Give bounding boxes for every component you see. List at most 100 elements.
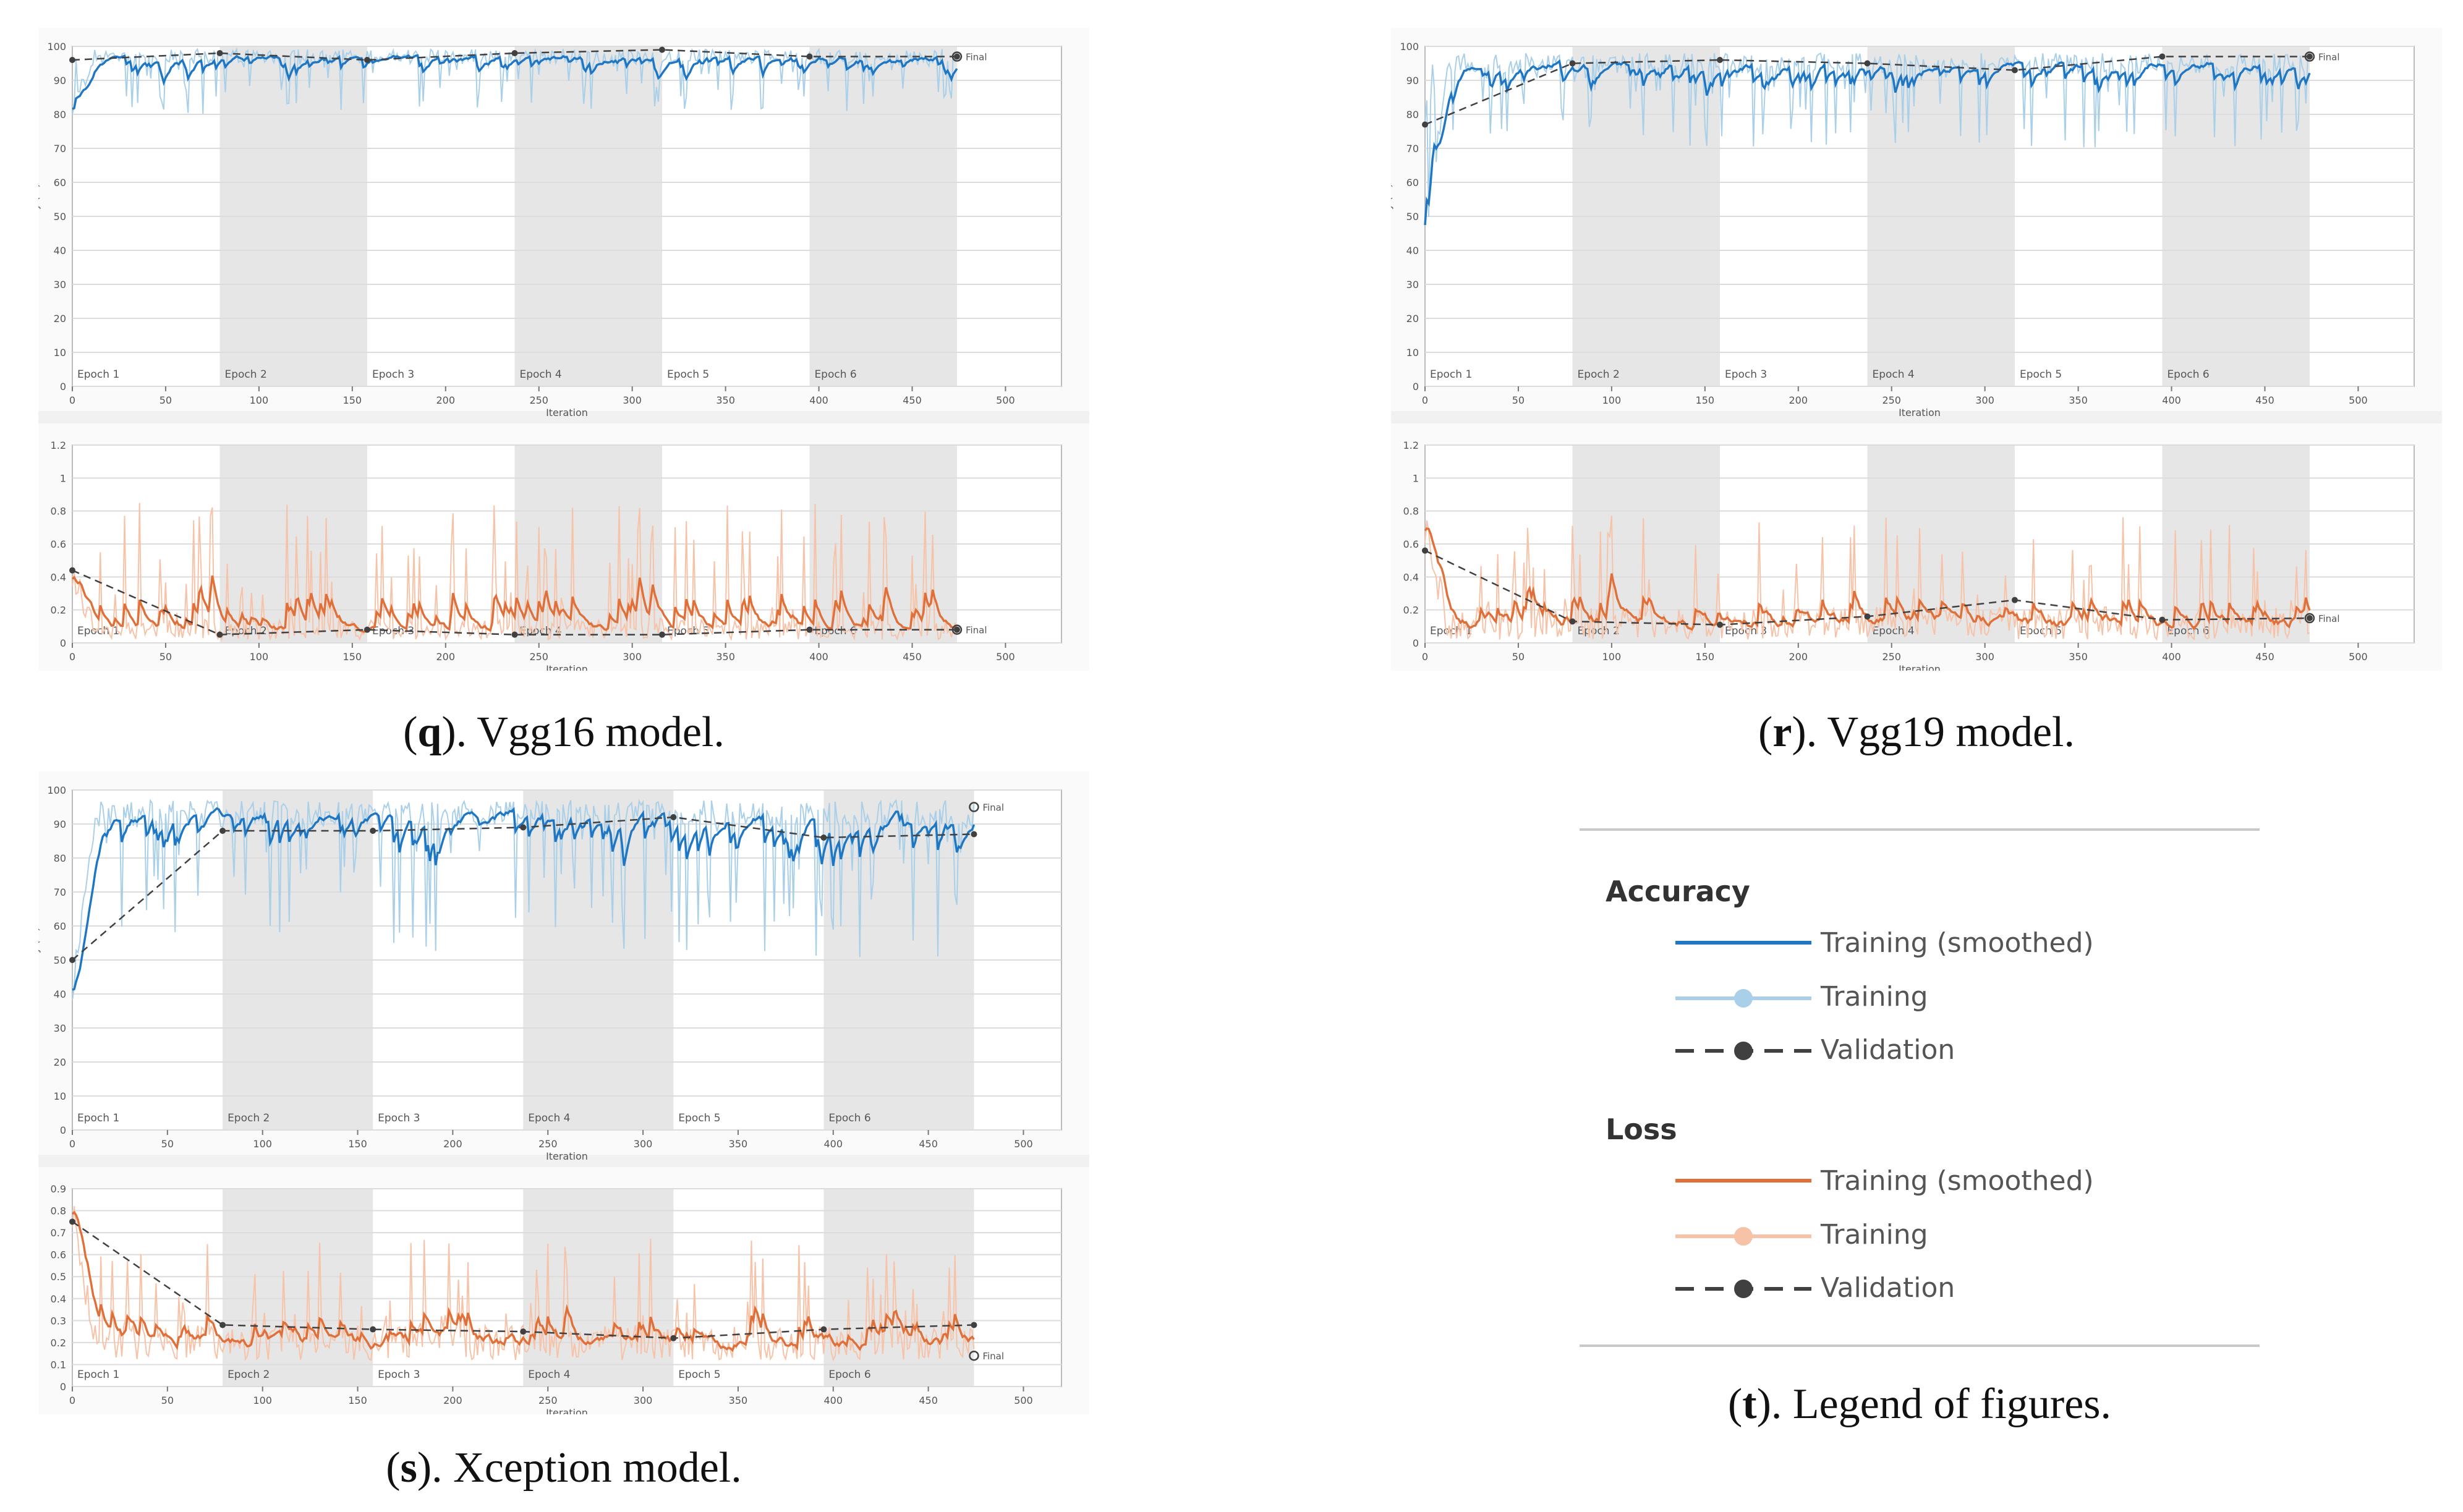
accuracy-epoch-label: Epoch 6	[2167, 368, 2209, 381]
accuracy-x-tick-label: 150	[343, 394, 362, 406]
loss-x-tick-label: 150	[348, 1395, 367, 1406]
loss-x-tick-label: 0	[1422, 651, 1428, 663]
accuracy-y-tick-label: 10	[1406, 347, 1419, 359]
loss-epoch-shade	[823, 1189, 974, 1387]
accuracy-y-tick-label: 60	[1406, 177, 1419, 189]
accuracy-y-tick-label: 60	[54, 177, 66, 189]
accuracy-epoch-label: Epoch 5	[2020, 368, 2062, 381]
accuracy-y-tick-label: 90	[1406, 75, 1419, 87]
accuracy-y-tick-label: 30	[54, 1022, 66, 1034]
accuracy-epoch-label: Epoch 4	[1872, 368, 1914, 381]
loss-x-tick-label: 100	[1602, 651, 1622, 663]
loss-y-tick-label: 0.5	[51, 1271, 66, 1283]
loss-y-tick-label: 0	[1413, 637, 1419, 649]
caption-legend: (t). Legend of figures.	[1727, 1380, 2112, 1428]
caption-text: ). Vgg19 model.	[1792, 708, 2075, 756]
accuracy-y-tick-label: 80	[1406, 109, 1419, 121]
accuracy-validation-point	[520, 824, 527, 831]
accuracy-x-tick-label: 500	[1014, 1138, 1033, 1150]
accuracy-x-tick-label: 450	[919, 1138, 938, 1150]
accuracy-x-tick-label: 350	[729, 1138, 748, 1150]
accuracy-x-tick-label: 250	[529, 394, 548, 406]
accuracy-epoch-label: Epoch 6	[828, 1112, 870, 1124]
accuracy-validation-point	[69, 57, 75, 63]
legend-bottom-rule	[1580, 1344, 2260, 1347]
caption-letter: r	[1772, 708, 1792, 756]
accuracy-y-tick-label: 80	[54, 852, 66, 864]
accuracy-y-tick-label: 0	[60, 381, 66, 393]
accuracy-epoch-label: Epoch 1	[1430, 368, 1472, 381]
loss-final-marker	[2304, 613, 2315, 624]
loss-validation-point	[1569, 618, 1576, 625]
caption-xception: (s). Xception model.	[386, 1444, 742, 1492]
accuracy-x-tick-label: 500	[996, 394, 1015, 406]
loss-validation-point	[2306, 615, 2313, 621]
accuracy-final-marker	[951, 51, 963, 62]
loss-validation-point	[953, 626, 960, 633]
accuracy-x-tick-label: 50	[161, 1138, 174, 1150]
accuracy-x-axis-label: Iteration	[546, 1150, 588, 1162]
caption-vgg16: (q). Vgg16 model.	[403, 708, 725, 756]
accuracy-y-tick-label: 10	[54, 347, 66, 359]
loss-y-tick-label: 0.8	[51, 1205, 66, 1217]
accuracy-y-tick-label: 0	[1413, 381, 1419, 393]
legend-top-rule	[1580, 828, 2260, 831]
accuracy-y-tick-label: 50	[1406, 211, 1419, 223]
accuracy-x-tick-label: 500	[2349, 394, 2368, 406]
accuracy-y-axis-label: Accuracy (%)	[38, 927, 41, 993]
loss-final-label: Final	[2318, 613, 2340, 624]
accuracy-training-smoothed-line	[72, 807, 976, 991]
accuracy-epoch-label: Epoch 4	[528, 1112, 570, 1124]
loss-training-raw-line	[72, 1206, 975, 1362]
accuracy-y-tick-label: 40	[54, 988, 66, 1000]
loss-x-tick-label: 50	[161, 1395, 174, 1406]
loss-x-tick-label: 500	[1014, 1395, 1033, 1406]
loss-y-tick-label: 0.6	[51, 538, 66, 550]
accuracy-x-tick-label: 300	[1975, 394, 1994, 406]
accuracy-final-label: Final	[982, 802, 1004, 813]
accuracy-y-tick-label: 20	[54, 313, 66, 325]
loss-x-tick-label: 50	[1512, 651, 1525, 663]
loss-y-tick-label: 0.6	[1403, 538, 1419, 550]
accuracy-final-marker	[2304, 51, 2315, 62]
loss-y-tick-label: 1	[1413, 472, 1419, 484]
accuracy-x-tick-label: 350	[716, 394, 735, 406]
accuracy-validation-point	[69, 957, 75, 963]
accuracy-validation-point	[2011, 67, 2018, 74]
accuracy-x-tick-label: 400	[823, 1138, 843, 1150]
accuracy-y-tick-label: 10	[54, 1090, 66, 1102]
legend-acc-smoothed-swatch	[1675, 941, 1811, 945]
accuracy-y-tick-label: 50	[54, 211, 66, 223]
accuracy-epoch-label: Epoch 3	[1725, 368, 1767, 381]
loss-validation-point	[370, 1326, 376, 1333]
accuracy-validation-point	[216, 50, 223, 56]
accuracy-validation-point	[2306, 53, 2313, 60]
loss-x-tick-label: 500	[2349, 651, 2368, 663]
loss-epoch-label: Epoch 3	[378, 1369, 420, 1381]
loss-epoch-label: Epoch 4	[528, 1369, 570, 1381]
caption-vgg19: (r). Vgg19 model.	[1758, 708, 2075, 756]
accuracy-y-tick-label: 40	[54, 245, 66, 257]
accuracy-y-tick-label: 90	[54, 818, 66, 830]
loss-final-marker	[969, 1350, 979, 1361]
panel-vgg16: 0 10 20 30 40 50 60 70 80 90 100 0 50 100 150 200 250 300…	[38, 28, 1089, 671]
loss-validation-point	[2011, 597, 2018, 603]
loss-epoch-label: Epoch 6	[814, 625, 856, 637]
loss-validation-point	[1864, 613, 1871, 620]
accuracy-training-smoothed-line	[72, 54, 958, 110]
loss-x-tick-label: 450	[919, 1395, 938, 1406]
accuracy-y-tick-label: 50	[54, 954, 66, 966]
accuracy-validation-point	[971, 831, 977, 838]
accuracy-epoch-label: Epoch 2	[1577, 368, 1619, 381]
accuracy-validation-point	[1422, 121, 1428, 128]
loss-y-tick-label: 0.2	[51, 1337, 66, 1349]
accuracy-validation-point	[820, 835, 827, 841]
loss-x-tick-label: 450	[903, 651, 922, 663]
legend-acc-validation-label: Validation	[1821, 1034, 1955, 1066]
loss-epoch-label: Epoch 6	[828, 1369, 870, 1381]
accuracy-x-tick-label: 300	[623, 394, 642, 406]
loss-x-tick-label: 0	[69, 1395, 75, 1406]
loss-y-tick-label: 0.4	[1403, 571, 1419, 583]
loss-final-label: Final	[966, 625, 987, 636]
